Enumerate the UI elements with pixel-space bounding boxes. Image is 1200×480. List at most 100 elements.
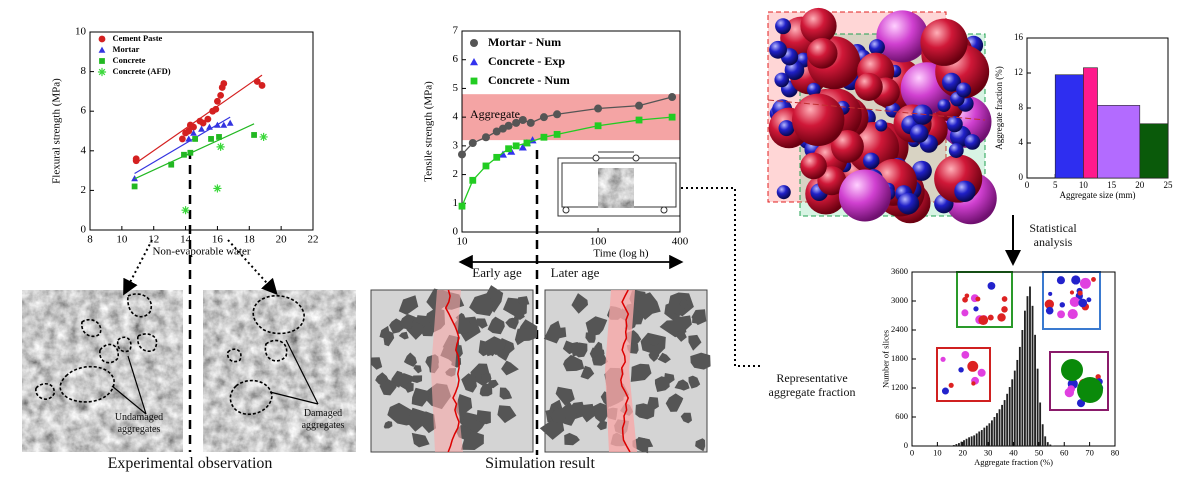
photo-damaged (203, 290, 356, 452)
y-tick-label: 12 (1014, 67, 1023, 77)
sphere (948, 143, 964, 158)
data-point (251, 132, 257, 138)
sphere (954, 180, 976, 202)
sphere (941, 72, 961, 92)
slice-dot (987, 314, 994, 321)
aggregate (679, 297, 688, 310)
aggregate (580, 403, 596, 423)
slice-dot (971, 381, 976, 386)
data-point (216, 142, 225, 151)
bar (1049, 444, 1052, 446)
bar (1026, 296, 1029, 446)
y-tick-label: 2 (81, 184, 87, 196)
data-point (181, 206, 190, 215)
aggregate (476, 318, 488, 329)
slice-dot (1076, 399, 1086, 408)
x-tick-label: 15 (1107, 180, 1117, 190)
x-tick-label: 12 (148, 233, 159, 245)
data-point (493, 153, 501, 161)
data-point (523, 139, 531, 147)
y-tick-label: 2400 (891, 324, 908, 334)
x-tick-label: 10 (933, 448, 942, 458)
slice-dot (1059, 302, 1065, 308)
bar (958, 443, 960, 446)
x-axis-label: Non-evaporable water (152, 246, 250, 258)
aggregate (476, 410, 491, 425)
aggregate (590, 402, 609, 425)
aggregate (635, 403, 655, 420)
aggregate (484, 336, 506, 357)
bar (1083, 67, 1098, 179)
aggregate (411, 375, 423, 383)
aggregate (564, 432, 580, 446)
data-point (512, 118, 521, 127)
data-point (185, 135, 193, 142)
slice-dot (961, 309, 969, 317)
data-point (190, 123, 197, 131)
photo-label: Damaged aggregates (301, 408, 345, 431)
x-tick-label: 8 (87, 233, 93, 245)
aggregate (454, 316, 474, 334)
bar (1034, 334, 1036, 446)
step-label: Representative aggregate fraction (768, 371, 856, 399)
aggregate (418, 411, 436, 434)
aggregate (411, 387, 430, 407)
aggregate (497, 405, 517, 424)
y-tick-label: 3000 (891, 295, 908, 305)
aggregate (695, 438, 706, 452)
sphere (854, 72, 883, 101)
aggregate (517, 296, 530, 306)
data-point (187, 149, 194, 156)
x-tick-label: 100 (590, 235, 607, 247)
slice-dot (987, 282, 996, 290)
bar (985, 425, 988, 446)
legend-marker (97, 67, 107, 77)
x-tick-label: 14 (180, 233, 192, 245)
aggregate (654, 376, 670, 392)
slice-dot (1001, 306, 1008, 313)
sphere (956, 82, 972, 98)
aggregate (676, 332, 687, 342)
bar (1044, 436, 1047, 446)
x-tick-label: 25 (1164, 180, 1174, 190)
data-point (168, 161, 175, 168)
y-tick-label: 3 (453, 139, 459, 151)
sphere (946, 115, 963, 133)
bar (952, 445, 955, 446)
legend-label: Concrete (AFD) (113, 66, 171, 76)
aggregate (379, 379, 397, 396)
slice-dot (1086, 297, 1092, 303)
sphere (920, 18, 968, 66)
x-tick-label: 10 (1079, 180, 1089, 190)
aggregate (550, 407, 566, 423)
data-point (504, 121, 513, 130)
plot-frame (461, 30, 681, 233)
sphere (792, 93, 845, 147)
aggregate (505, 317, 519, 330)
bar (1097, 105, 1141, 179)
bar (975, 433, 978, 446)
aggregate (592, 354, 608, 366)
y-tick-label: 8 (81, 65, 87, 77)
legend-marker (99, 58, 105, 64)
data-point (258, 82, 266, 89)
data-point (540, 133, 548, 141)
y-tick-label: 0 (81, 224, 87, 236)
sphere (830, 129, 864, 163)
y-tick-label: 6 (453, 53, 459, 65)
data-point (482, 162, 490, 170)
aggregate (487, 316, 505, 335)
legend-marker (98, 46, 106, 53)
aggregate (674, 379, 690, 391)
legend-label: Mortar - Num (488, 35, 561, 49)
bar (1008, 387, 1011, 446)
slice-dot (1091, 277, 1096, 282)
slice-dot (1078, 298, 1088, 308)
aggregate (596, 420, 607, 431)
data-point (220, 80, 228, 87)
slice-dot (1057, 310, 1065, 319)
slice-dot (1079, 277, 1091, 289)
aggregate (649, 337, 660, 346)
aggregate (690, 352, 711, 370)
slice-dot (978, 315, 989, 325)
